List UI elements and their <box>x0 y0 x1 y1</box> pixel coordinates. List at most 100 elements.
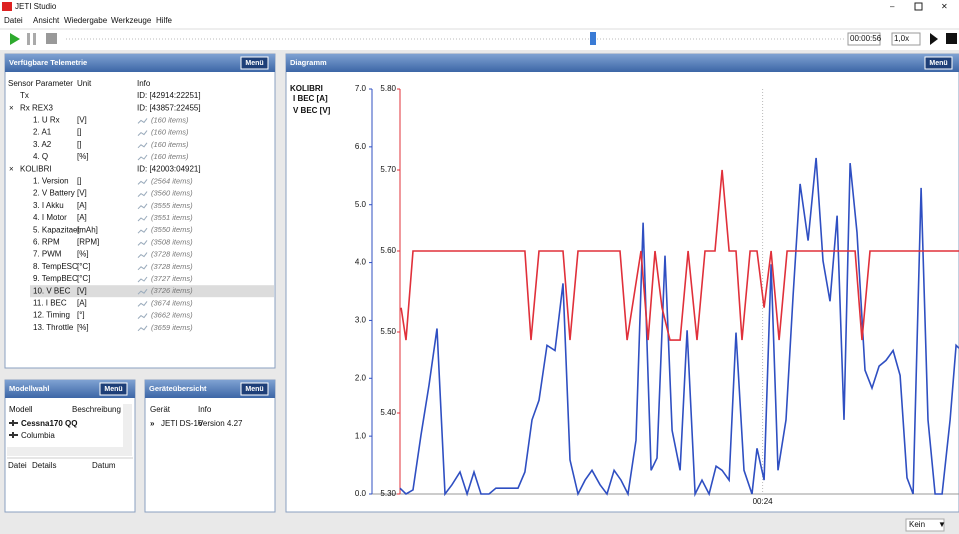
sensor-name[interactable]: 12. Timing <box>33 311 70 320</box>
sensor-unit: [%] <box>77 250 89 259</box>
sensor-name[interactable]: 13. Throttle <box>33 323 74 332</box>
series-line <box>400 169 959 341</box>
item-count: (3728 items) <box>151 250 193 259</box>
sensor-name[interactable]: 2. V Battery <box>33 189 75 198</box>
app-icon <box>2 2 12 11</box>
expand-toggle[interactable]: × <box>9 103 14 112</box>
device-name[interactable]: JETI DS-16 <box>161 419 203 428</box>
sensor-name[interactable]: 1. Version <box>33 177 69 186</box>
minimize[interactable]: – <box>890 2 895 11</box>
play-button[interactable] <box>10 33 20 45</box>
menu-item[interactable]: Wiedergabe <box>64 16 108 25</box>
item-count: (160 items) <box>151 152 189 161</box>
model-name[interactable]: Columbia <box>21 431 55 440</box>
column-header: Unit <box>77 79 92 88</box>
sensor-name[interactable]: 3. A2 <box>33 140 52 149</box>
time-box <box>847 32 881 46</box>
sensor-name[interactable]: 1. U Rx <box>33 116 60 125</box>
tree-group: KOLIBRI <box>20 164 52 173</box>
filter-value: Kein <box>909 520 925 529</box>
telemetry-panel <box>4 53 276 369</box>
series-icon <box>137 240 148 246</box>
app-title: JETI Studio <box>15 2 57 11</box>
device-id: ID: [42914:22251] <box>137 91 201 100</box>
pause-button[interactable] <box>27 33 30 45</box>
series-icon <box>137 301 148 307</box>
sensor-unit: [°] <box>77 311 85 320</box>
sensor-name[interactable]: 5. Kapazitaet <box>33 225 80 234</box>
y2-tick-label: 5.80 <box>380 84 396 93</box>
item-count: (3508 items) <box>151 237 193 246</box>
sensor-name[interactable]: 6. RPM <box>33 238 60 247</box>
sensor-name[interactable]: 4. I Motor <box>33 213 67 222</box>
sensor-name[interactable]: 10. V BEC <box>33 286 71 295</box>
maximize[interactable] <box>914 2 923 11</box>
sensor-name[interactable]: 3. I Akku <box>33 201 64 210</box>
sensor-name[interactable]: 4. Q <box>33 152 48 161</box>
panel-title: Diagramm <box>290 58 327 67</box>
close[interactable]: ✕ <box>941 2 948 11</box>
item-count: (3555 items) <box>151 201 193 210</box>
expand-toggle[interactable]: × <box>9 164 14 173</box>
column-header: Beschreibung <box>72 405 121 414</box>
panel-title: Modellwahl <box>9 384 49 393</box>
series-icon <box>137 154 148 161</box>
menu-button[interactable] <box>924 56 953 70</box>
item-count: (3550 items) <box>151 225 193 234</box>
menu-item[interactable]: Ansicht <box>33 16 60 25</box>
legend-entry: I BEC [A] <box>293 94 328 103</box>
stop-button[interactable] <box>46 33 57 44</box>
sensor-name[interactable]: 8. TempESC <box>33 262 78 271</box>
device-info: Version 4.27 <box>198 419 243 428</box>
series-icon <box>137 118 148 124</box>
item-count: (3659 items) <box>151 323 193 332</box>
sensor-unit: [V] <box>77 189 87 198</box>
play-forward[interactable] <box>930 33 938 45</box>
item-count: (160 items) <box>151 115 189 124</box>
stop[interactable] <box>946 33 957 44</box>
playback-speed[interactable]: 1,0x <box>894 34 909 43</box>
sensor-unit: [°C] <box>77 274 90 283</box>
scrollbar[interactable] <box>123 404 132 456</box>
sensor-unit: [V] <box>77 116 87 125</box>
seek-thumb[interactable] <box>590 32 596 45</box>
speed-box[interactable] <box>891 32 921 46</box>
y-tick-label: 0.0 <box>355 489 367 498</box>
sensor-name[interactable]: 7. PWM <box>33 250 62 259</box>
sensor-unit: [V] <box>77 286 87 295</box>
item-count: (3726 items) <box>151 286 193 295</box>
menu-item[interactable]: Hilfe <box>156 16 173 25</box>
sensor-name[interactable]: 11. I BEC <box>33 299 67 308</box>
item-count: (3662 items) <box>151 311 193 320</box>
menu-button[interactable] <box>99 382 128 396</box>
column-header: Modell <box>9 405 33 414</box>
column-header: Details <box>32 461 56 470</box>
series-icon <box>137 325 148 332</box>
y-tick-label: 5.0 <box>355 200 367 209</box>
menu-item[interactable]: Werkzeuge <box>111 16 152 25</box>
y2-tick-label: 5.60 <box>380 246 396 255</box>
sensor-name[interactable]: 2. A1 <box>33 128 52 137</box>
y-tick-label: 2.0 <box>355 373 367 382</box>
menu-button-label: Menü <box>929 60 947 67</box>
column-header: Gerät <box>150 405 171 414</box>
menu-button[interactable] <box>240 382 269 396</box>
sensor-name[interactable]: 9. TempBEC <box>33 274 78 283</box>
top-bar <box>0 0 959 50</box>
scrollbar[interactable] <box>7 447 123 456</box>
menu-item[interactable]: Datei <box>4 16 23 25</box>
model-name[interactable]: Cessna170 QQ <box>21 419 77 428</box>
menu-button[interactable] <box>240 56 269 70</box>
series-icon <box>137 252 148 258</box>
legend-entry: V BEC [V] <box>293 106 331 115</box>
filter-dropdown[interactable] <box>905 518 945 532</box>
column-header: Datum <box>92 461 116 470</box>
series-icon <box>137 227 148 234</box>
sensor-unit: [A] <box>77 201 87 210</box>
series-icon <box>137 203 148 210</box>
models-panel <box>4 379 136 513</box>
tree-group: Tx <box>20 91 29 100</box>
y2-tick-label: 5.50 <box>380 327 396 336</box>
item-count: (3728 items) <box>151 262 193 271</box>
y-tick-label: 7.0 <box>355 84 367 93</box>
